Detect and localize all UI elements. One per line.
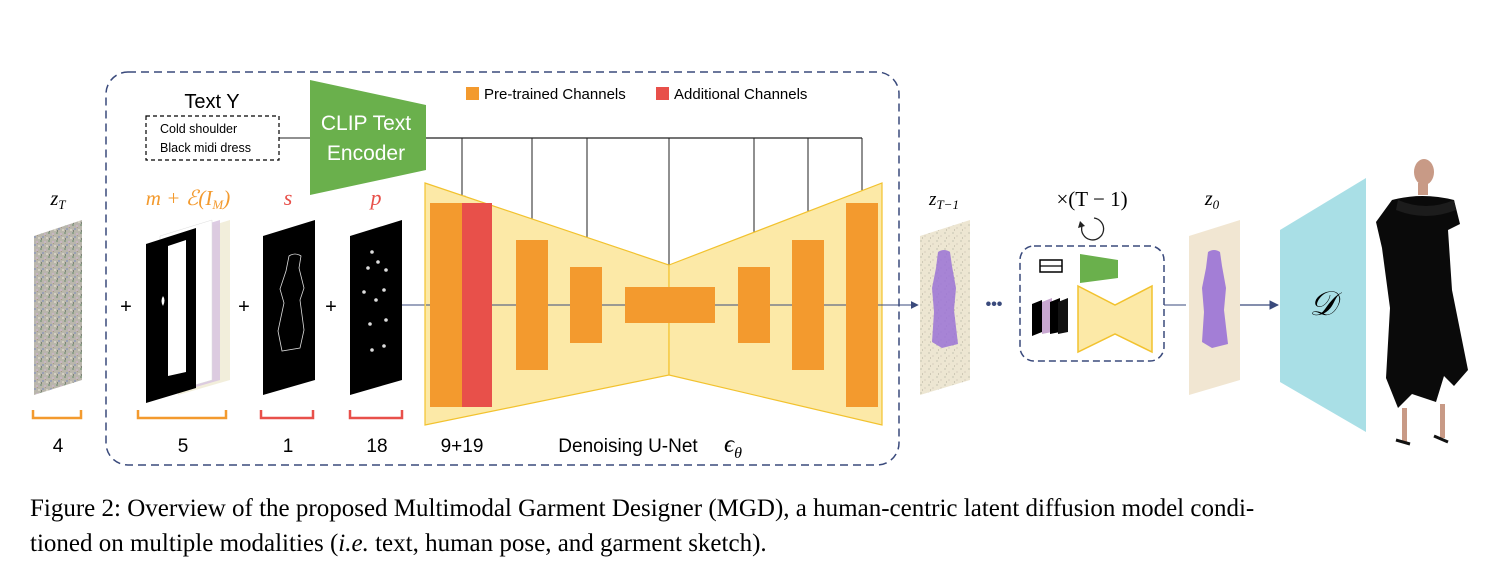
legend-additional-swatch — [656, 87, 669, 100]
pose-channel-bracket — [348, 410, 404, 420]
mask-channel-bracket — [136, 410, 228, 420]
pose-channel-count: 18 — [366, 436, 387, 457]
decoder — [1280, 178, 1366, 432]
mask-label: m + ℰ(IM) — [146, 186, 230, 212]
mini-input-stack-4 — [1058, 298, 1068, 334]
pose-image — [350, 220, 402, 395]
encoder-label-line-1: CLIP Text — [321, 112, 411, 135]
unet-body-right — [668, 182, 883, 426]
z0-dress — [1202, 250, 1228, 348]
legend-pretrained-swatch — [466, 87, 479, 100]
conditioning-dashed-box — [105, 71, 900, 466]
sketch-label: s — [284, 185, 293, 210]
caption-line-1: Figure 2: Overview of the proposed Multi… — [30, 495, 1255, 522]
text-prompt-title: Text Y — [184, 91, 239, 113]
plus-sign-3: + — [325, 296, 337, 318]
encoder-label-line-2: Encoder — [327, 142, 405, 165]
sketch-image — [263, 220, 315, 395]
caption-line-2: tioned on multiple modalities (i.e. text… — [30, 526, 1480, 561]
unet-block-down-2 — [570, 267, 602, 343]
mini-input-stack-2 — [1042, 298, 1052, 334]
figure-caption: Figure 2: Overview of the proposed Multi… — [30, 491, 1480, 561]
pose-label: p — [369, 185, 382, 210]
text-prompt-line-1: Cold shoulder — [160, 122, 237, 136]
plus-sign-2: + — [238, 296, 250, 318]
unet-symbol: ϵθ — [724, 431, 742, 462]
legend-additional-label: Additional Channels — [674, 86, 807, 103]
zT-channel-count: 4 — [53, 436, 64, 457]
plus-sign-1: + — [120, 296, 132, 318]
unet-channel-count: 9+19 — [441, 436, 484, 457]
mini-unet — [1077, 284, 1153, 354]
pose-keypoints — [362, 250, 388, 352]
mgd-architecture-diagram: Text Y Cold shoulder Black midi dress CL… — [31, 71, 1468, 466]
caption-line-2-pre: tioned on multiple modalities ( — [30, 530, 339, 557]
zT-label: zT — [49, 188, 66, 212]
unet-block-up-1 — [738, 267, 770, 343]
unet-block-bottleneck — [625, 287, 715, 323]
repeat-cycle-icon — [1080, 217, 1105, 241]
generated-output-image — [1376, 159, 1468, 446]
unet-block-input-additional — [462, 203, 492, 407]
zT-channel-bracket — [31, 410, 83, 420]
z0-label: z0 — [1204, 188, 1220, 212]
caption-line-2-post: text, human pose, and garment sketch). — [368, 530, 767, 557]
mask-hand-blob — [161, 296, 165, 306]
unet-block-input-pretrained — [430, 203, 462, 407]
unet-block-down-1 — [516, 240, 548, 370]
mini-input-stack-1 — [1032, 300, 1042, 336]
mini-encoder — [1080, 254, 1118, 283]
repeat-cycle-arrowhead — [1078, 221, 1085, 228]
repeat-box — [1019, 245, 1165, 362]
unet-block-output — [846, 203, 878, 407]
repeat-label: ×(T − 1) — [1056, 187, 1127, 211]
zT1-dress — [932, 250, 958, 348]
text-prompt-line-2: Black midi dress — [160, 141, 251, 155]
sketch-channel-bracket — [259, 410, 315, 420]
mask-white-region — [168, 240, 186, 376]
mask-channel-count: 5 — [178, 436, 189, 457]
unet-label: Denoising U-Net — [558, 436, 698, 457]
zT-noise-image — [34, 220, 82, 395]
caption-line-2-em: i.e. — [338, 530, 369, 557]
zT1-label: zT−1 — [928, 189, 959, 212]
sketch-dress-outline — [277, 253, 305, 352]
clip-text-encoder — [310, 80, 426, 195]
mini-input-stack-3 — [1050, 298, 1060, 334]
legend-pretrained-label: Pre-trained Channels — [484, 86, 626, 103]
ellipsis: ••• — [986, 296, 1003, 313]
unet-block-up-2 — [792, 240, 824, 370]
sketch-channel-count: 1 — [283, 436, 294, 457]
